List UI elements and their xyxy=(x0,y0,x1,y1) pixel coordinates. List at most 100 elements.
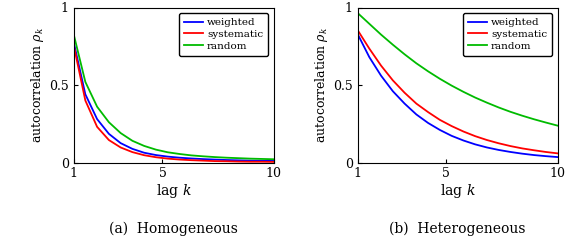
random xyxy=(105,121,112,124)
weighted xyxy=(105,132,112,135)
random xyxy=(235,157,242,160)
weighted xyxy=(554,156,561,158)
random xyxy=(401,53,408,56)
random xyxy=(472,96,479,99)
weighted xyxy=(176,156,183,159)
systematic xyxy=(247,160,254,163)
weighted xyxy=(507,150,514,154)
Line: weighted: weighted xyxy=(358,34,558,157)
weighted xyxy=(247,159,254,162)
weighted xyxy=(436,128,443,132)
systematic xyxy=(117,146,124,149)
systematic xyxy=(448,124,455,128)
weighted xyxy=(129,147,136,150)
random xyxy=(483,101,490,104)
X-axis label: lag $k$: lag $k$ xyxy=(440,182,475,200)
random xyxy=(188,154,195,157)
weighted xyxy=(200,158,207,160)
random xyxy=(389,43,396,46)
weighted xyxy=(378,74,384,77)
systematic xyxy=(200,159,207,162)
systematic xyxy=(507,144,514,148)
weighted xyxy=(164,155,171,158)
weighted xyxy=(530,154,537,156)
random xyxy=(211,156,218,158)
systematic xyxy=(519,147,526,150)
random xyxy=(176,152,183,156)
weighted xyxy=(188,157,195,160)
Line: weighted: weighted xyxy=(74,42,273,161)
weighted xyxy=(211,158,218,161)
systematic xyxy=(223,160,230,163)
systematic xyxy=(495,142,502,145)
weighted xyxy=(542,155,549,158)
random xyxy=(223,156,230,159)
random xyxy=(259,158,265,160)
systematic xyxy=(164,157,171,160)
weighted xyxy=(259,159,265,162)
Line: systematic: systematic xyxy=(358,30,558,153)
random xyxy=(366,22,372,25)
systematic xyxy=(211,160,218,162)
random xyxy=(354,12,361,14)
random xyxy=(436,77,443,80)
random xyxy=(70,32,77,35)
systematic xyxy=(188,159,195,162)
systematic xyxy=(82,99,89,102)
systematic xyxy=(152,156,159,159)
weighted xyxy=(413,113,420,116)
weighted xyxy=(448,134,455,137)
systematic xyxy=(270,160,277,164)
systematic xyxy=(436,118,443,122)
systematic xyxy=(413,102,420,105)
systematic xyxy=(378,64,384,67)
systematic xyxy=(259,160,265,163)
random xyxy=(530,118,537,121)
systematic xyxy=(424,110,431,114)
weighted xyxy=(519,152,526,155)
systematic xyxy=(105,138,112,141)
weighted xyxy=(270,160,277,162)
random xyxy=(424,70,431,73)
random xyxy=(152,148,159,151)
weighted xyxy=(223,158,230,162)
systematic xyxy=(389,79,396,82)
weighted xyxy=(460,139,467,142)
weighted xyxy=(495,148,502,152)
weighted xyxy=(235,159,242,162)
Line: random: random xyxy=(358,13,558,126)
Text: (a)  Homogeneous: (a) Homogeneous xyxy=(109,222,238,236)
systematic xyxy=(483,138,490,141)
systematic xyxy=(460,130,467,133)
weighted xyxy=(424,122,431,124)
systematic xyxy=(401,91,408,94)
random xyxy=(460,90,467,93)
systematic xyxy=(354,28,361,32)
Y-axis label: autocorrelation $\rho_k$: autocorrelation $\rho_k$ xyxy=(29,27,46,143)
random xyxy=(413,62,420,65)
systematic xyxy=(141,154,148,157)
systematic xyxy=(542,150,549,154)
weighted xyxy=(366,56,372,58)
Line: random: random xyxy=(74,34,273,159)
random xyxy=(247,157,254,160)
weighted xyxy=(472,143,479,146)
systematic xyxy=(70,43,77,46)
systematic xyxy=(235,160,242,163)
random xyxy=(519,114,526,117)
weighted xyxy=(117,142,124,144)
weighted xyxy=(389,90,396,93)
systematic xyxy=(554,152,561,155)
Y-axis label: autocorrelation $\rho_k$: autocorrelation $\rho_k$ xyxy=(313,27,330,143)
systematic xyxy=(530,149,537,152)
random xyxy=(129,139,136,142)
random xyxy=(542,121,549,124)
Line: systematic: systematic xyxy=(74,45,273,162)
weighted xyxy=(82,93,89,96)
systematic xyxy=(129,150,136,154)
random xyxy=(117,132,124,134)
weighted xyxy=(354,32,361,35)
weighted xyxy=(141,151,148,154)
Legend: weighted, systematic, random: weighted, systematic, random xyxy=(179,13,268,56)
weighted xyxy=(401,102,408,105)
